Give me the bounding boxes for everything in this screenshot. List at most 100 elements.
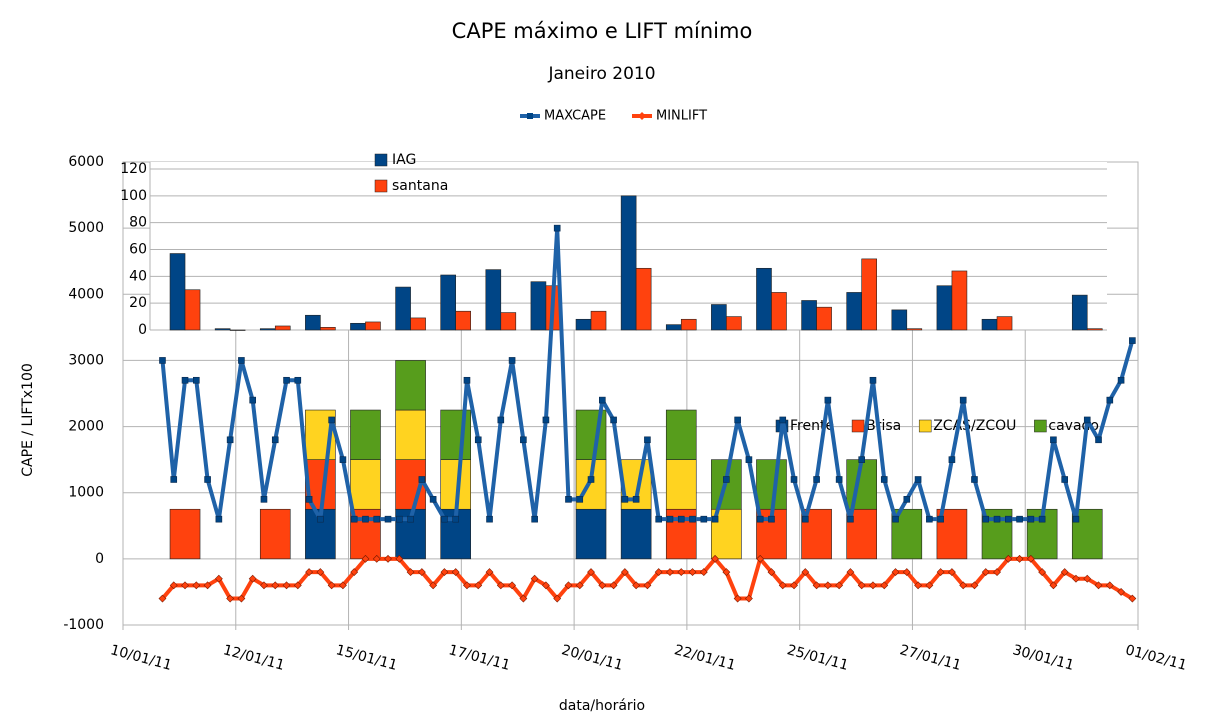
point <box>339 456 347 463</box>
point <box>1072 574 1080 583</box>
point <box>519 594 528 603</box>
point <box>271 436 279 444</box>
point <box>802 515 809 523</box>
inset-bar <box>410 317 426 331</box>
point <box>328 416 335 424</box>
inset-y-tick-label: 20 <box>129 295 147 311</box>
stacked-bar <box>350 409 381 460</box>
point <box>1015 554 1024 563</box>
legend-swatch <box>374 153 388 167</box>
legend-label: santana <box>392 178 448 194</box>
point <box>565 496 572 503</box>
point <box>632 496 640 503</box>
point <box>937 515 944 523</box>
inset-bar <box>635 267 652 331</box>
y-tick-label: 2000 <box>68 419 104 435</box>
point <box>406 568 415 577</box>
point <box>745 456 753 463</box>
point <box>1004 554 1013 563</box>
point <box>338 581 347 590</box>
inset-bar <box>711 304 727 331</box>
point <box>926 515 933 523</box>
point <box>362 515 369 523</box>
point <box>587 476 595 483</box>
inset-y-tick-label: 0 <box>138 322 147 338</box>
inset-bar <box>846 292 862 331</box>
point <box>699 568 708 577</box>
inset-bar <box>395 286 411 331</box>
point <box>959 396 967 404</box>
point <box>666 568 674 577</box>
point <box>666 515 674 523</box>
point <box>395 554 404 563</box>
point <box>1049 581 1058 590</box>
point <box>767 568 776 577</box>
inset-bar <box>906 328 923 331</box>
point <box>429 496 437 503</box>
point <box>869 581 877 590</box>
y-tick-label: 3000 <box>68 352 104 368</box>
point <box>542 416 550 424</box>
point <box>158 594 167 603</box>
point <box>372 554 381 563</box>
point <box>305 496 313 503</box>
point <box>632 581 641 590</box>
point <box>768 515 775 523</box>
inset-bar <box>214 328 231 331</box>
point <box>203 581 212 590</box>
inset-bar <box>365 321 381 331</box>
point <box>643 581 652 590</box>
point <box>248 574 257 583</box>
point <box>587 568 595 577</box>
point <box>169 581 178 590</box>
point <box>204 476 211 483</box>
point <box>981 568 990 577</box>
point <box>677 515 685 523</box>
point <box>452 515 459 523</box>
inset-bar <box>891 309 908 331</box>
point <box>655 515 662 523</box>
point <box>880 581 889 590</box>
point <box>959 581 968 590</box>
point <box>485 568 494 577</box>
point <box>226 436 234 444</box>
x-tick-label: 30/01/11 <box>1011 642 1076 674</box>
point <box>1105 581 1114 590</box>
inset-bar <box>320 327 336 331</box>
point <box>417 568 426 577</box>
point <box>520 436 527 444</box>
x-tick-label: 01/02/11 <box>1124 642 1189 674</box>
point <box>294 376 302 384</box>
point <box>936 568 945 577</box>
y-axis-title: CAPE / LIFTx100 <box>20 363 36 477</box>
legend-marker <box>638 112 646 120</box>
point <box>733 594 742 603</box>
point <box>496 581 505 590</box>
stacked-bar <box>665 459 697 510</box>
point <box>654 568 663 577</box>
inset-bar <box>455 310 471 331</box>
point <box>1016 515 1023 523</box>
stacked-bar <box>395 360 426 411</box>
inset-bar <box>184 289 201 331</box>
point <box>599 396 606 404</box>
point <box>373 515 381 523</box>
inset-bar <box>726 316 742 331</box>
stacked-bar <box>440 409 471 460</box>
point <box>396 515 403 523</box>
inset-bar <box>771 292 787 331</box>
point <box>407 515 414 523</box>
point <box>677 568 686 577</box>
point <box>1083 574 1092 583</box>
point <box>486 515 493 523</box>
x-tick-label: 20/01/11 <box>560 642 625 674</box>
stacked-bar <box>756 459 787 510</box>
point <box>271 581 280 590</box>
inset-bar <box>861 258 877 331</box>
legend-swatch <box>918 419 932 433</box>
y-tick-label: 0 <box>95 551 104 567</box>
point <box>711 515 719 523</box>
point <box>835 581 844 590</box>
point <box>575 581 584 590</box>
